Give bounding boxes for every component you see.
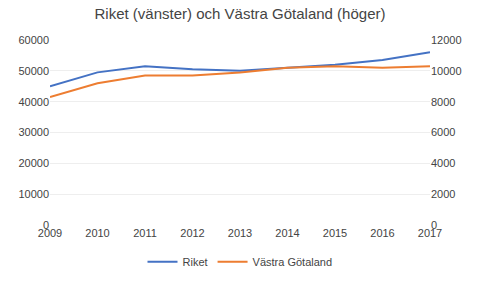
svg-text:2011: 2011 xyxy=(133,227,157,239)
svg-text:20000: 20000 xyxy=(18,157,49,169)
svg-text:Riket: Riket xyxy=(183,256,208,268)
svg-text:10000: 10000 xyxy=(18,188,49,200)
svg-text:2000: 2000 xyxy=(431,188,455,200)
svg-text:10000: 10000 xyxy=(431,65,462,77)
svg-text:2012: 2012 xyxy=(180,227,204,239)
svg-text:50000: 50000 xyxy=(18,65,49,77)
svg-text:2016: 2016 xyxy=(370,227,394,239)
svg-text:6000: 6000 xyxy=(431,126,455,138)
svg-text:2017: 2017 xyxy=(418,227,442,239)
svg-text:0: 0 xyxy=(431,219,437,231)
svg-text:4000: 4000 xyxy=(431,157,455,169)
svg-text:12000: 12000 xyxy=(431,34,462,46)
svg-text:2013: 2013 xyxy=(228,227,252,239)
svg-text:Västra Götaland: Västra Götaland xyxy=(253,256,333,268)
svg-text:40000: 40000 xyxy=(18,96,49,108)
svg-text:30000: 30000 xyxy=(18,126,49,138)
svg-text:60000: 60000 xyxy=(18,34,49,46)
svg-text:2010: 2010 xyxy=(85,227,109,239)
svg-text:2015: 2015 xyxy=(323,227,347,239)
svg-text:0: 0 xyxy=(43,219,49,231)
svg-text:2009: 2009 xyxy=(38,227,62,239)
svg-text:Riket (vänster) och Västra Göt: Riket (vänster) och Västra Götaland (hög… xyxy=(95,5,386,22)
svg-text:8000: 8000 xyxy=(431,96,455,108)
svg-text:2014: 2014 xyxy=(275,227,299,239)
